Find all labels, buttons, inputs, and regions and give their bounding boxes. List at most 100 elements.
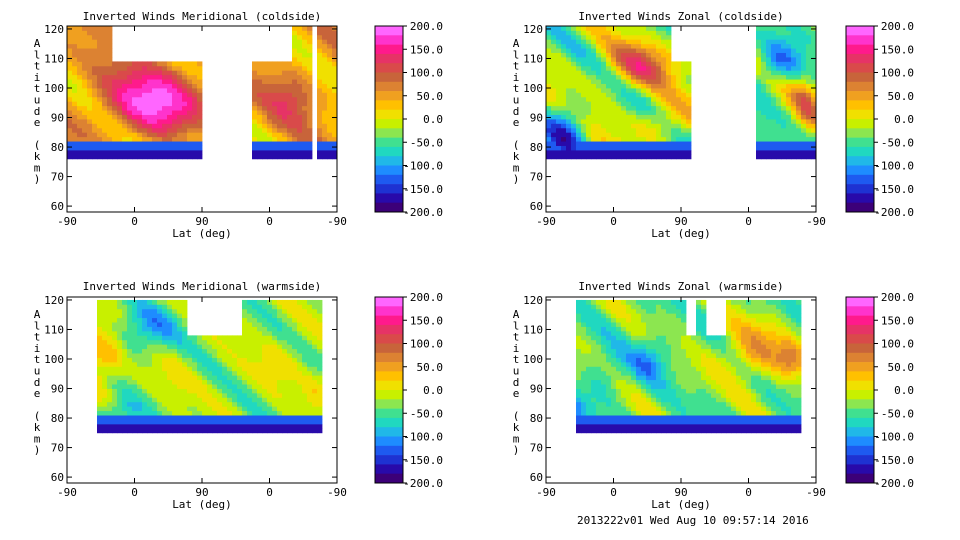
contour-cell: [112, 330, 118, 336]
contour-cell: [661, 317, 667, 323]
contour-cell: [641, 406, 647, 412]
contour-cell: [127, 110, 133, 115]
contour-cell: [102, 65, 108, 71]
contour-cell: [591, 379, 597, 385]
contour-cell: [252, 410, 258, 416]
contour-cell: [297, 397, 303, 403]
contour-cell: [666, 397, 672, 403]
contour-cell: [616, 65, 622, 71]
contour-cell: [272, 96, 278, 102]
contour-cell: [571, 150, 577, 155]
contour-cell: [92, 48, 98, 53]
contour-cell: [736, 317, 742, 323]
contour-cell: [716, 410, 722, 416]
contour-cell: [731, 313, 737, 319]
contour-cell: [252, 123, 258, 129]
contour-cell: [796, 110, 802, 115]
contour-cell: [92, 92, 98, 98]
contour-cell: [766, 384, 772, 389]
contour-cell: [187, 127, 193, 133]
contour-cell: [606, 419, 612, 425]
contour-cell: [616, 357, 622, 363]
contour-cell: [691, 392, 697, 398]
contour-cell: [766, 419, 772, 425]
contour-cell: [122, 61, 128, 67]
contour-cell: [262, 326, 268, 332]
contour-cell: [581, 123, 587, 129]
contour-cell: [102, 43, 108, 49]
contour-cell: [681, 132, 687, 138]
contour-cell: [596, 70, 602, 76]
contour-cell: [322, 105, 328, 111]
contour-cell: [771, 419, 777, 425]
contour-cell: [207, 353, 213, 358]
y-tick-label: 70: [530, 171, 543, 184]
contour-cell: [312, 428, 318, 434]
contour-cell: [287, 428, 293, 434]
contour-cell: [606, 30, 612, 36]
contour-cell: [701, 428, 707, 434]
contour-cell: [701, 322, 707, 327]
contour-cell: [192, 136, 198, 142]
contour-cell: [77, 74, 83, 80]
contour-cell: [147, 132, 153, 138]
contour-cell: [741, 428, 747, 434]
contour-cell: [157, 375, 163, 381]
contour-cell: [97, 410, 103, 416]
contour-cell: [182, 61, 188, 67]
contour-cell: [651, 357, 657, 363]
contour-cell: [327, 105, 333, 111]
contour-cell: [591, 83, 597, 89]
contour-cell: [636, 136, 642, 142]
contour-cell: [157, 145, 163, 151]
contour-cell: [711, 415, 717, 420]
contour-cell: [646, 61, 652, 67]
contour-cell: [82, 141, 88, 146]
contour-cell: [731, 322, 737, 327]
contour-cell: [322, 43, 328, 49]
contour-cell: [287, 127, 293, 133]
contour-cell: [591, 119, 597, 124]
contour-cell: [786, 141, 792, 146]
contour-cell: [586, 52, 592, 58]
contour-cell: [107, 48, 113, 53]
contour-cell: [117, 145, 123, 151]
contour-cell: [317, 79, 323, 84]
contour-cell: [267, 410, 273, 416]
contour-cell: [232, 397, 238, 403]
contour-cell: [87, 132, 93, 138]
contour-cell: [277, 92, 283, 98]
contour-cell: [142, 317, 148, 323]
contour-cell: [776, 326, 782, 332]
contour-cell: [122, 79, 128, 84]
contour-cell: [77, 43, 83, 49]
contour-cell: [641, 43, 647, 49]
contour-cell: [142, 357, 148, 363]
contour-cell: [192, 110, 198, 115]
contour-cell: [586, 48, 592, 53]
contour-cell: [77, 65, 83, 71]
contour-cell: [162, 415, 168, 420]
contour-cell: [157, 353, 163, 358]
contour-cell: [102, 30, 108, 36]
colorbar-swatch: [375, 315, 403, 326]
contour-cell: [771, 101, 777, 107]
contour-cell: [606, 74, 612, 80]
contour-cell: [591, 428, 597, 434]
contour-cell: [172, 428, 178, 434]
contour-cell: [162, 65, 168, 71]
contour-cell: [701, 379, 707, 385]
contour-cell: [656, 150, 662, 155]
y-tick-label: 60: [51, 471, 64, 484]
contour-cell: [806, 34, 812, 40]
contour-cell: [671, 326, 677, 332]
contour-cell: [746, 410, 752, 416]
contour-cell: [561, 83, 567, 89]
contour-cell: [142, 339, 148, 345]
contour-cell: [177, 145, 183, 151]
contour-cell: [217, 392, 223, 398]
contour-cell: [147, 322, 153, 327]
contour-cell: [601, 375, 607, 381]
contour-cell: [327, 83, 333, 89]
